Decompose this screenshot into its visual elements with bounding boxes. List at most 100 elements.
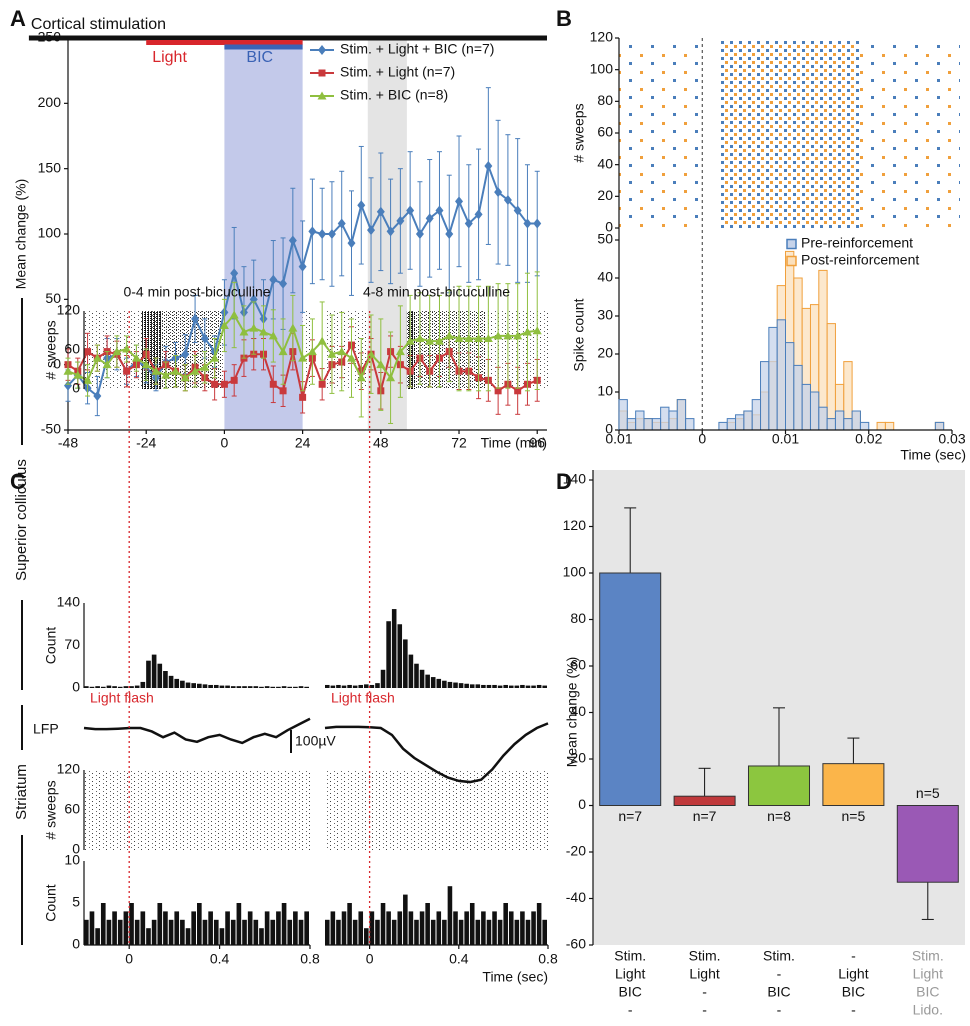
point — [327, 229, 336, 239]
x-tick-label: - — [777, 966, 782, 982]
point — [161, 370, 171, 379]
point — [317, 91, 327, 100]
lfp-label: LFP — [33, 721, 59, 737]
legend-label: Post-reinforcement — [801, 252, 919, 268]
histogram-bar — [525, 685, 531, 688]
histogram-bar — [503, 903, 508, 945]
histogram-bar — [364, 684, 369, 688]
histogram-bar — [453, 682, 458, 688]
histogram-bar — [542, 685, 547, 688]
histogram-bar — [514, 685, 520, 688]
histogram-bar — [236, 686, 242, 688]
histogram-bar — [660, 406, 670, 431]
point — [93, 391, 102, 402]
y-tick-label: 20 — [597, 187, 613, 203]
point — [151, 366, 161, 375]
point — [249, 323, 259, 332]
point — [318, 380, 326, 388]
histogram-bar — [453, 911, 458, 945]
y-tick-label: -20 — [566, 843, 586, 859]
y-tick-label: 60 — [64, 801, 80, 817]
y-tick-label: 0 — [72, 380, 80, 396]
x-tick-label: - — [702, 984, 707, 1000]
histogram-bar — [785, 342, 795, 431]
point — [464, 334, 474, 343]
histogram-bar — [287, 919, 293, 945]
histogram-bar — [618, 399, 628, 431]
panel-letter: D — [556, 469, 572, 494]
histogram-bar — [464, 683, 469, 688]
x-tick-label: 0.4 — [449, 951, 469, 967]
histogram-bar — [230, 686, 236, 688]
histogram-bar — [458, 683, 464, 688]
timeline-bar — [28, 35, 548, 41]
point — [279, 278, 288, 289]
histogram-bar — [202, 919, 208, 945]
event-label: Light flash — [90, 690, 154, 706]
point — [92, 353, 102, 362]
histogram-bar — [851, 410, 861, 431]
column-title: 0-4 min post-bicuculline — [123, 284, 270, 300]
point — [63, 366, 73, 375]
histogram-bar — [225, 911, 230, 945]
histogram-bar — [685, 418, 695, 431]
histogram-bar — [481, 684, 486, 688]
y-axis-label: # sweeps — [571, 103, 587, 162]
point — [494, 387, 502, 395]
histogram-bar — [213, 919, 219, 945]
histogram-bar — [425, 903, 430, 945]
histogram-bar — [242, 686, 247, 688]
point — [268, 331, 278, 340]
point — [131, 353, 141, 362]
histogram-bar — [264, 686, 270, 688]
y-axis-label: Mean change (%) — [13, 179, 29, 290]
y-tick-label: 0 — [578, 796, 586, 812]
histogram-bar — [123, 686, 129, 688]
panel-letter: B — [556, 6, 572, 31]
histogram-bar — [818, 406, 828, 431]
point — [415, 229, 424, 239]
legend-label: Stim. + BIC (n=8) — [340, 87, 448, 103]
point — [522, 327, 532, 336]
column-title: 4-8 min post-bicuculline — [363, 284, 510, 300]
histogram-bar — [531, 685, 536, 688]
point — [259, 327, 269, 336]
y-tick-label: 150 — [38, 159, 62, 175]
y-tick-label: 120 — [590, 29, 614, 45]
histogram-bar — [208, 911, 213, 945]
histogram-bar — [934, 421, 945, 431]
histogram-bar — [84, 919, 89, 945]
histogram-bar — [100, 686, 106, 688]
n-label: n=5 — [842, 808, 866, 824]
y-axis-label: # sweeps — [43, 780, 59, 839]
histogram-bar — [419, 911, 425, 945]
histogram-bar — [442, 919, 447, 945]
histogram-bar — [391, 609, 397, 688]
point — [308, 226, 317, 237]
y-tick-label: 0 — [53, 355, 61, 371]
histogram-bar — [341, 685, 347, 688]
y-tick-label: 100 — [563, 564, 587, 580]
y-tick-label: -60 — [566, 936, 586, 952]
x-axis-label: Time (sec) — [900, 447, 966, 463]
histogram-bar — [809, 391, 820, 431]
point — [318, 69, 326, 77]
histogram-bar — [146, 660, 151, 688]
point — [73, 370, 83, 379]
histogram-bar — [325, 684, 330, 688]
histogram-bar — [408, 911, 414, 945]
histogram-bar — [380, 669, 386, 688]
histogram-bar — [442, 680, 447, 688]
y-tick-label: 200 — [38, 94, 62, 110]
y-tick-label: -40 — [566, 889, 586, 905]
y-tick-label: 140 — [563, 471, 587, 487]
x-tick-label: -48 — [58, 435, 78, 451]
point — [219, 320, 229, 329]
histogram-bar — [492, 684, 497, 688]
x-tick-label: -24 — [136, 435, 156, 451]
point — [288, 235, 297, 246]
y-tick-label: 140 — [57, 594, 81, 610]
histogram-bar — [497, 919, 503, 945]
histogram-bar — [276, 686, 281, 688]
